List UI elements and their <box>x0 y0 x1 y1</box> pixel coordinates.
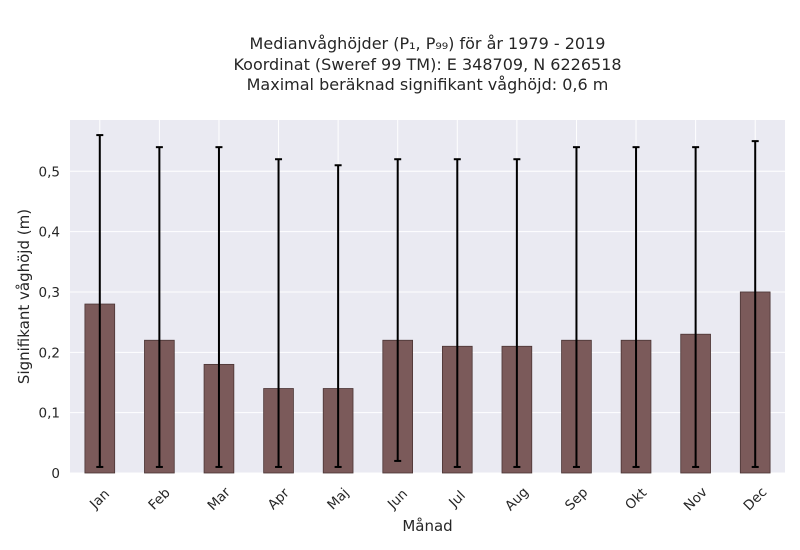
x-tick-label: Aug <box>502 484 532 514</box>
chart-title: Medianvåghöjder (P₁, P₉₉) för år 1979 - … <box>0 34 800 96</box>
y-tick-label: 0 <box>51 466 60 482</box>
chart-title-line-1: Medianvåghöjder (P₁, P₉₉) för år 1979 - … <box>249 34 606 53</box>
x-tick-label: Jul <box>445 488 469 512</box>
x-tick-label: Jun <box>384 486 411 513</box>
error-bar-okt <box>632 146 640 468</box>
chart-title-line-3: Maximal beräknad signifikant våghöjd: 0,… <box>246 75 609 94</box>
error-bar-nov <box>692 146 700 468</box>
y-tick-label: 0,1 <box>39 406 60 422</box>
y-tick-label: 0,2 <box>39 345 60 361</box>
y-axis-label: Signifikant våghöjd (m) <box>15 209 33 384</box>
y-tick-label: 0,4 <box>39 225 60 241</box>
error-bar-dec <box>751 140 759 468</box>
x-tick-label: Feb <box>145 485 173 513</box>
y-tick-label: 0,3 <box>39 285 60 301</box>
x-tick-label: Dec <box>740 484 770 514</box>
x-axis-ticks: Jan Feb Mar Apr Maj Jun Jul Aug Sep Okt Nov Dec <box>86 484 770 514</box>
x-tick-label: Jan <box>86 486 113 513</box>
error-bar-mar <box>215 146 223 468</box>
y-axis-ticks: 0 0,1 0,2 0,3 0,4 0,5 <box>39 164 60 482</box>
error-bar-maj <box>334 164 342 468</box>
error-bars <box>96 134 759 468</box>
error-bar-aug <box>513 158 521 468</box>
x-tick-label: Nov <box>681 484 711 514</box>
x-axis-label: Månad <box>402 517 452 535</box>
plot-area <box>70 120 785 473</box>
error-bar-jan <box>96 134 104 468</box>
y-tick-label: 0,5 <box>39 164 60 180</box>
error-bar-jul <box>453 158 461 468</box>
error-bar-sep <box>572 146 580 468</box>
chart-title-line-2: Koordinat (Sweref 99 TM): E 348709, N 62… <box>233 54 622 74</box>
error-bar-apr <box>275 158 283 468</box>
x-tick-label: Maj <box>324 485 352 513</box>
error-bar-jun <box>394 158 402 462</box>
x-tick-label: Apr <box>265 485 293 513</box>
x-tick-label: Okt <box>622 485 650 513</box>
x-tick-label: Sep <box>562 485 591 514</box>
x-tick-label: Mar <box>204 484 234 514</box>
error-bar-feb <box>155 146 163 468</box>
